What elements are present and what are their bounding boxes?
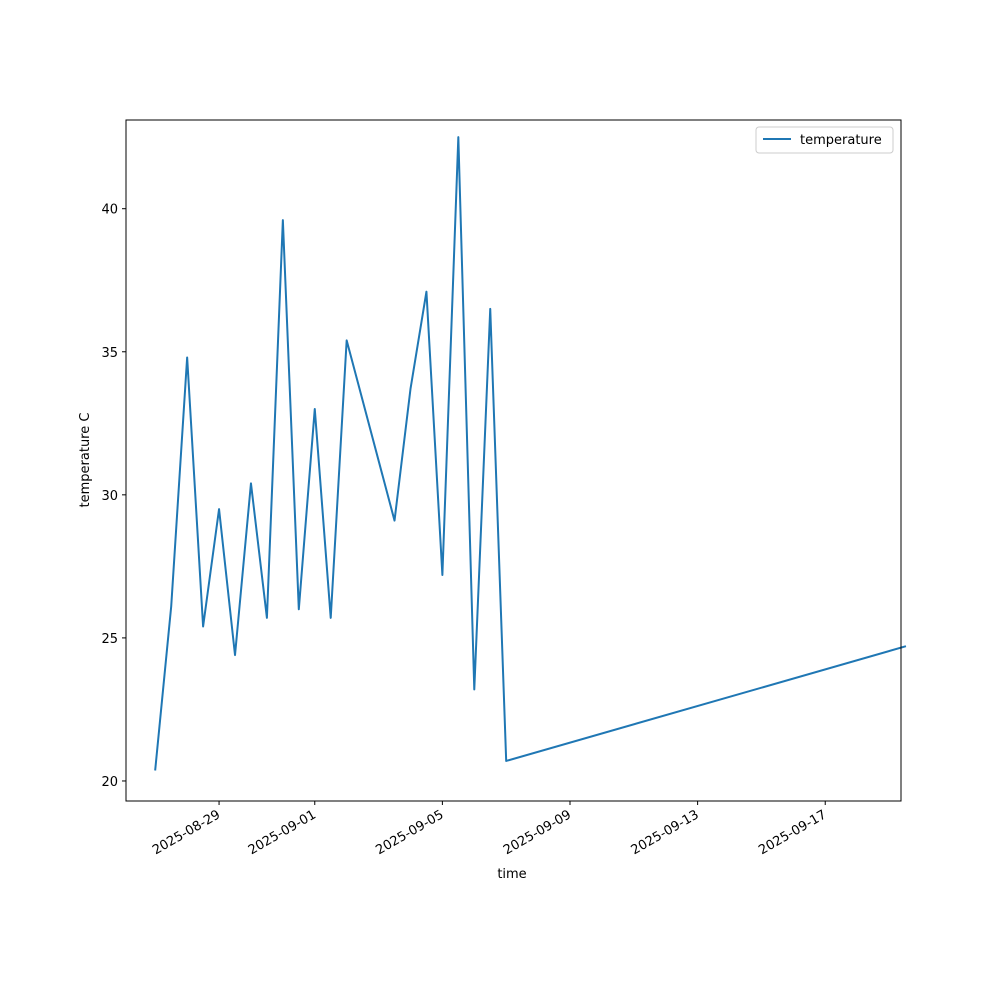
y-tick-label: 25 (101, 632, 118, 647)
series-line-temperature (154, 136, 907, 771)
x-tick-label: 2025-08-29 (150, 807, 223, 858)
axes-frame (125, 119, 902, 802)
y-axis-label: temperature C (78, 413, 93, 508)
x-tick-label: 2025-09-17 (756, 807, 829, 858)
plot-area (126, 120, 901, 801)
legend: temperature (755, 126, 894, 154)
x-tick-label: 2025-09-09 (501, 807, 574, 858)
x-axis-label: time (497, 867, 526, 882)
x-tick-label: 2025-09-13 (629, 807, 702, 858)
legend-box (755, 126, 894, 154)
legend-label: temperature (800, 133, 882, 148)
x-tick-label: 2025-09-05 (373, 807, 446, 858)
y-tick-label: 40 (101, 203, 118, 218)
y-tick-label: 30 (101, 489, 118, 504)
y-tick-label: 20 (101, 775, 118, 790)
x-tick-label: 2025-09-01 (246, 807, 319, 858)
y-tick-label: 35 (101, 346, 118, 361)
